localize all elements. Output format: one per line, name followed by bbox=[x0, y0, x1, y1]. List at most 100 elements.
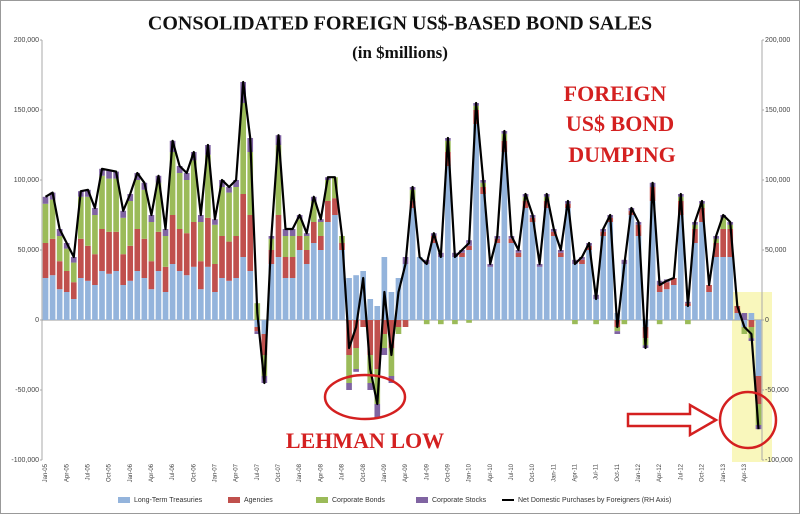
bar-segment bbox=[543, 208, 550, 320]
bar-segment bbox=[734, 306, 741, 313]
x-tick-label: Jul-08 bbox=[340, 463, 346, 480]
y-tick-label: 200,000 bbox=[14, 37, 39, 44]
bar-segment bbox=[727, 229, 734, 257]
legend-label: Agencies bbox=[244, 497, 273, 504]
bar-segment bbox=[699, 208, 705, 222]
bar-segment bbox=[367, 299, 374, 320]
bar-segment bbox=[127, 201, 134, 246]
bar-segment bbox=[550, 236, 557, 320]
x-tick-label: Oct-06 bbox=[191, 463, 197, 482]
bar-segment bbox=[353, 369, 359, 372]
bar-segment bbox=[678, 215, 684, 320]
bar-segment bbox=[85, 189, 91, 197]
bar-segment bbox=[247, 271, 254, 320]
bar-segment bbox=[303, 233, 310, 236]
bar-segment bbox=[205, 217, 211, 267]
bar-segment bbox=[515, 257, 522, 320]
bar-segment bbox=[99, 175, 105, 229]
bar-segment bbox=[113, 271, 119, 320]
bar-segment bbox=[233, 278, 239, 320]
annotation: FOREIGN bbox=[564, 81, 667, 106]
x-tick-label: Jan-08 bbox=[297, 463, 303, 482]
bar-segment bbox=[176, 173, 183, 229]
bar-segment bbox=[734, 313, 741, 320]
bar-segment bbox=[85, 245, 91, 281]
bar-segment bbox=[282, 278, 289, 320]
bar-segment bbox=[289, 278, 296, 320]
y-tick-label: -50,000 bbox=[15, 387, 39, 394]
bar-segment bbox=[755, 320, 762, 376]
bar-segment bbox=[63, 271, 70, 292]
bar-segment bbox=[190, 222, 197, 267]
bar-segment bbox=[120, 254, 126, 285]
bar-segment bbox=[409, 208, 416, 320]
bar-segment bbox=[148, 261, 155, 290]
bar-segment bbox=[268, 264, 275, 320]
bar-segment bbox=[515, 252, 522, 257]
plot: -100,000 -50,000 0 50,000 100,000 150,000 200,… bbox=[11, 37, 792, 483]
x-tick-label: Jan-12 bbox=[636, 463, 642, 482]
bar-segment bbox=[134, 271, 141, 320]
annotation: US$ BOND bbox=[566, 111, 674, 136]
bar-segment bbox=[466, 320, 472, 323]
bar-segment bbox=[56, 261, 63, 290]
bar-segment bbox=[134, 229, 141, 271]
bar-segment bbox=[70, 282, 77, 299]
bar-segment bbox=[685, 306, 691, 320]
bar-segment bbox=[487, 264, 494, 267]
bar-segment bbox=[706, 285, 712, 292]
bar-segment bbox=[459, 252, 465, 257]
bar-segment bbox=[586, 250, 592, 320]
bar-segment bbox=[169, 152, 176, 215]
bar-segment bbox=[558, 250, 564, 253]
bar-segment bbox=[713, 243, 719, 257]
bar-segment bbox=[155, 231, 162, 271]
net-line bbox=[44, 80, 760, 430]
circle-marker bbox=[718, 390, 778, 450]
bar-segment bbox=[452, 320, 458, 325]
bar-segment bbox=[522, 208, 529, 320]
legend-swatch bbox=[416, 497, 428, 503]
bar-segment bbox=[628, 215, 635, 320]
x-tick-label: Jan-06 bbox=[128, 463, 134, 482]
bar-segment bbox=[515, 250, 522, 253]
bar-segment bbox=[423, 320, 430, 325]
annotation: DUMPING bbox=[568, 142, 676, 167]
legend-swatch bbox=[118, 497, 130, 503]
x-tick-label: Apr-13 bbox=[742, 463, 748, 482]
bar-segment bbox=[42, 243, 49, 278]
x-tick-label: Jan-09 bbox=[382, 463, 388, 482]
bar-segment bbox=[536, 266, 543, 320]
bar-segment bbox=[367, 320, 374, 355]
bar-segment bbox=[579, 264, 585, 320]
bar-segment bbox=[303, 236, 310, 250]
bar-segment bbox=[183, 173, 190, 180]
bar-segment bbox=[233, 180, 239, 187]
bar-segment bbox=[233, 187, 239, 236]
y2-tick-label: -50,000 bbox=[765, 387, 789, 394]
bar-segment bbox=[296, 236, 303, 250]
bar-segment bbox=[565, 208, 571, 320]
bar-segment bbox=[388, 320, 395, 348]
bar-segment bbox=[381, 320, 388, 334]
bar-segment bbox=[614, 327, 621, 332]
bar-segment bbox=[70, 262, 77, 283]
bar-segment bbox=[134, 173, 141, 180]
bar-segment bbox=[692, 229, 698, 243]
bar-segment bbox=[120, 210, 126, 218]
x-tick-label: Apr-11 bbox=[573, 463, 579, 481]
bar-segment bbox=[226, 280, 232, 320]
bar-segment bbox=[310, 222, 317, 243]
bar-segment bbox=[78, 278, 84, 320]
bar-segment bbox=[325, 222, 331, 320]
x-tick-label: Apr-10 bbox=[488, 463, 494, 482]
bar-segment bbox=[254, 331, 261, 334]
bar-segment bbox=[106, 170, 112, 179]
chart-title: CONSOLIDATED FOREIGN US$-BASED BOND SALE… bbox=[148, 13, 652, 35]
bar-segment bbox=[190, 160, 197, 222]
bar-segment bbox=[106, 273, 112, 320]
bar-segment bbox=[233, 236, 239, 278]
x-tick-label: Jul-07 bbox=[255, 463, 261, 480]
legend-swatch bbox=[316, 497, 328, 503]
